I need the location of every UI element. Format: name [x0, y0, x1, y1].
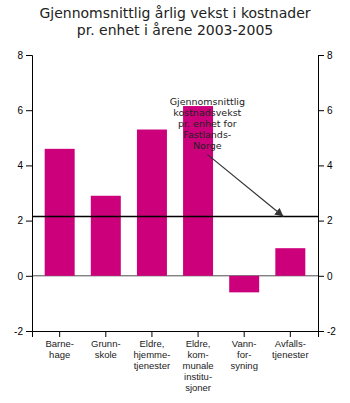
y-tick: 0 [17, 271, 32, 282]
x-tick-label: Eldre,kom-munaleinstitu-sjoner [182, 338, 213, 393]
y2-tick-label: 4 [327, 160, 333, 171]
y2-tick-mark [318, 276, 324, 277]
y2-tick-label: -2 [327, 326, 336, 337]
y-tick-label: 0 [17, 271, 23, 282]
marks [32, 106, 318, 292]
y2-tick: 6 [318, 105, 333, 116]
y-tick: -2 [14, 326, 32, 337]
chart: Gjennomsnittlig årlig vekst i kostnaderp… [0, 0, 350, 403]
x-tick: Vann-for-syning [230, 331, 257, 371]
y-tick-mark [26, 55, 32, 56]
y-tick-mark [26, 221, 32, 222]
y2-tick-label: 8 [327, 50, 333, 61]
zero-line [32, 275, 318, 276]
x-tick-label: Grunn-skole [91, 338, 121, 360]
y2-axis-line [319, 56, 325, 332]
y-tick-label: 4 [17, 160, 23, 171]
y-tick-label: 2 [17, 215, 23, 226]
x-tick-mark [151, 331, 152, 337]
y2-tick-mark [318, 110, 324, 111]
y-tick: 6 [17, 105, 32, 116]
y2-tick: 4 [318, 160, 333, 171]
x-tick: Eldre,kom-munaleinstitu-sjoner [182, 331, 213, 393]
x-tick-label: Eldre,hjemme-tjenester [133, 338, 170, 371]
x-tick-mark [105, 331, 106, 337]
annotation-arrow [207, 154, 283, 216]
reference-line [32, 216, 318, 218]
y2-axis: -2 0 2 4 6 8 [318, 50, 336, 337]
x-tick-label: Barne-hage [45, 338, 74, 360]
x-tick: Avfalls-tjenester [272, 331, 308, 360]
x-tick-label: Vann-for-syning [230, 338, 257, 371]
y-tick-mark [26, 110, 32, 111]
x-tick-label: Avfalls-tjenester [272, 338, 308, 360]
y-tick-mark [26, 165, 32, 166]
bar [229, 276, 259, 293]
y-tick: 8 [17, 50, 32, 61]
y2-tick-mark [318, 55, 324, 56]
y-axis-line [26, 56, 33, 332]
title: Gjennomsnittlig årlig vekst i kostnaderp… [39, 5, 310, 38]
x-axis: Barne-hage Grunn-skole Eldre,hjemme-tjenes… [33, 331, 319, 393]
bar [137, 130, 167, 276]
y2-tick: 0 [318, 271, 333, 282]
y-tick: 4 [17, 160, 32, 171]
y-tick-label: 8 [17, 50, 23, 61]
y2-tick-label: 6 [327, 105, 333, 116]
annotation: Gjennomsnittligkostnadsvekstpr. enhet fo… [170, 96, 245, 151]
y2-tick-label: 2 [327, 215, 333, 226]
bar [45, 149, 75, 276]
x-tick: Eldre,hjemme-tjenester [133, 331, 170, 371]
x-tick-mark [59, 331, 60, 337]
plot: -2 0 2 4 6 8 -2 0 2 4 6 8 Barne-hage Grunn-skole Eldre… [14, 50, 336, 393]
y-tick-mark [26, 276, 32, 277]
x-tick: Grunn-skole [91, 331, 121, 360]
bar [91, 196, 121, 276]
y2-tick-mark [318, 221, 324, 222]
y2-tick-label: 0 [327, 271, 333, 282]
y2-tick: 8 [318, 50, 333, 61]
y2-tick: -2 [318, 326, 336, 337]
x-tick-mark [198, 331, 199, 337]
y2-tick-mark [318, 165, 324, 166]
y-tick-mark [26, 331, 32, 332]
y-axis: -2 0 2 4 6 8 [14, 50, 32, 337]
y-tick-label: -2 [14, 326, 23, 337]
x-tick-mark [290, 331, 291, 337]
y-tick: 2 [17, 215, 32, 226]
x-tick-mark [244, 331, 245, 337]
bar [275, 248, 305, 276]
y-tick-label: 6 [17, 105, 23, 116]
x-axis-line [33, 332, 319, 338]
y2-tick: 2 [318, 215, 333, 226]
x-tick: Barne-hage [45, 331, 74, 360]
